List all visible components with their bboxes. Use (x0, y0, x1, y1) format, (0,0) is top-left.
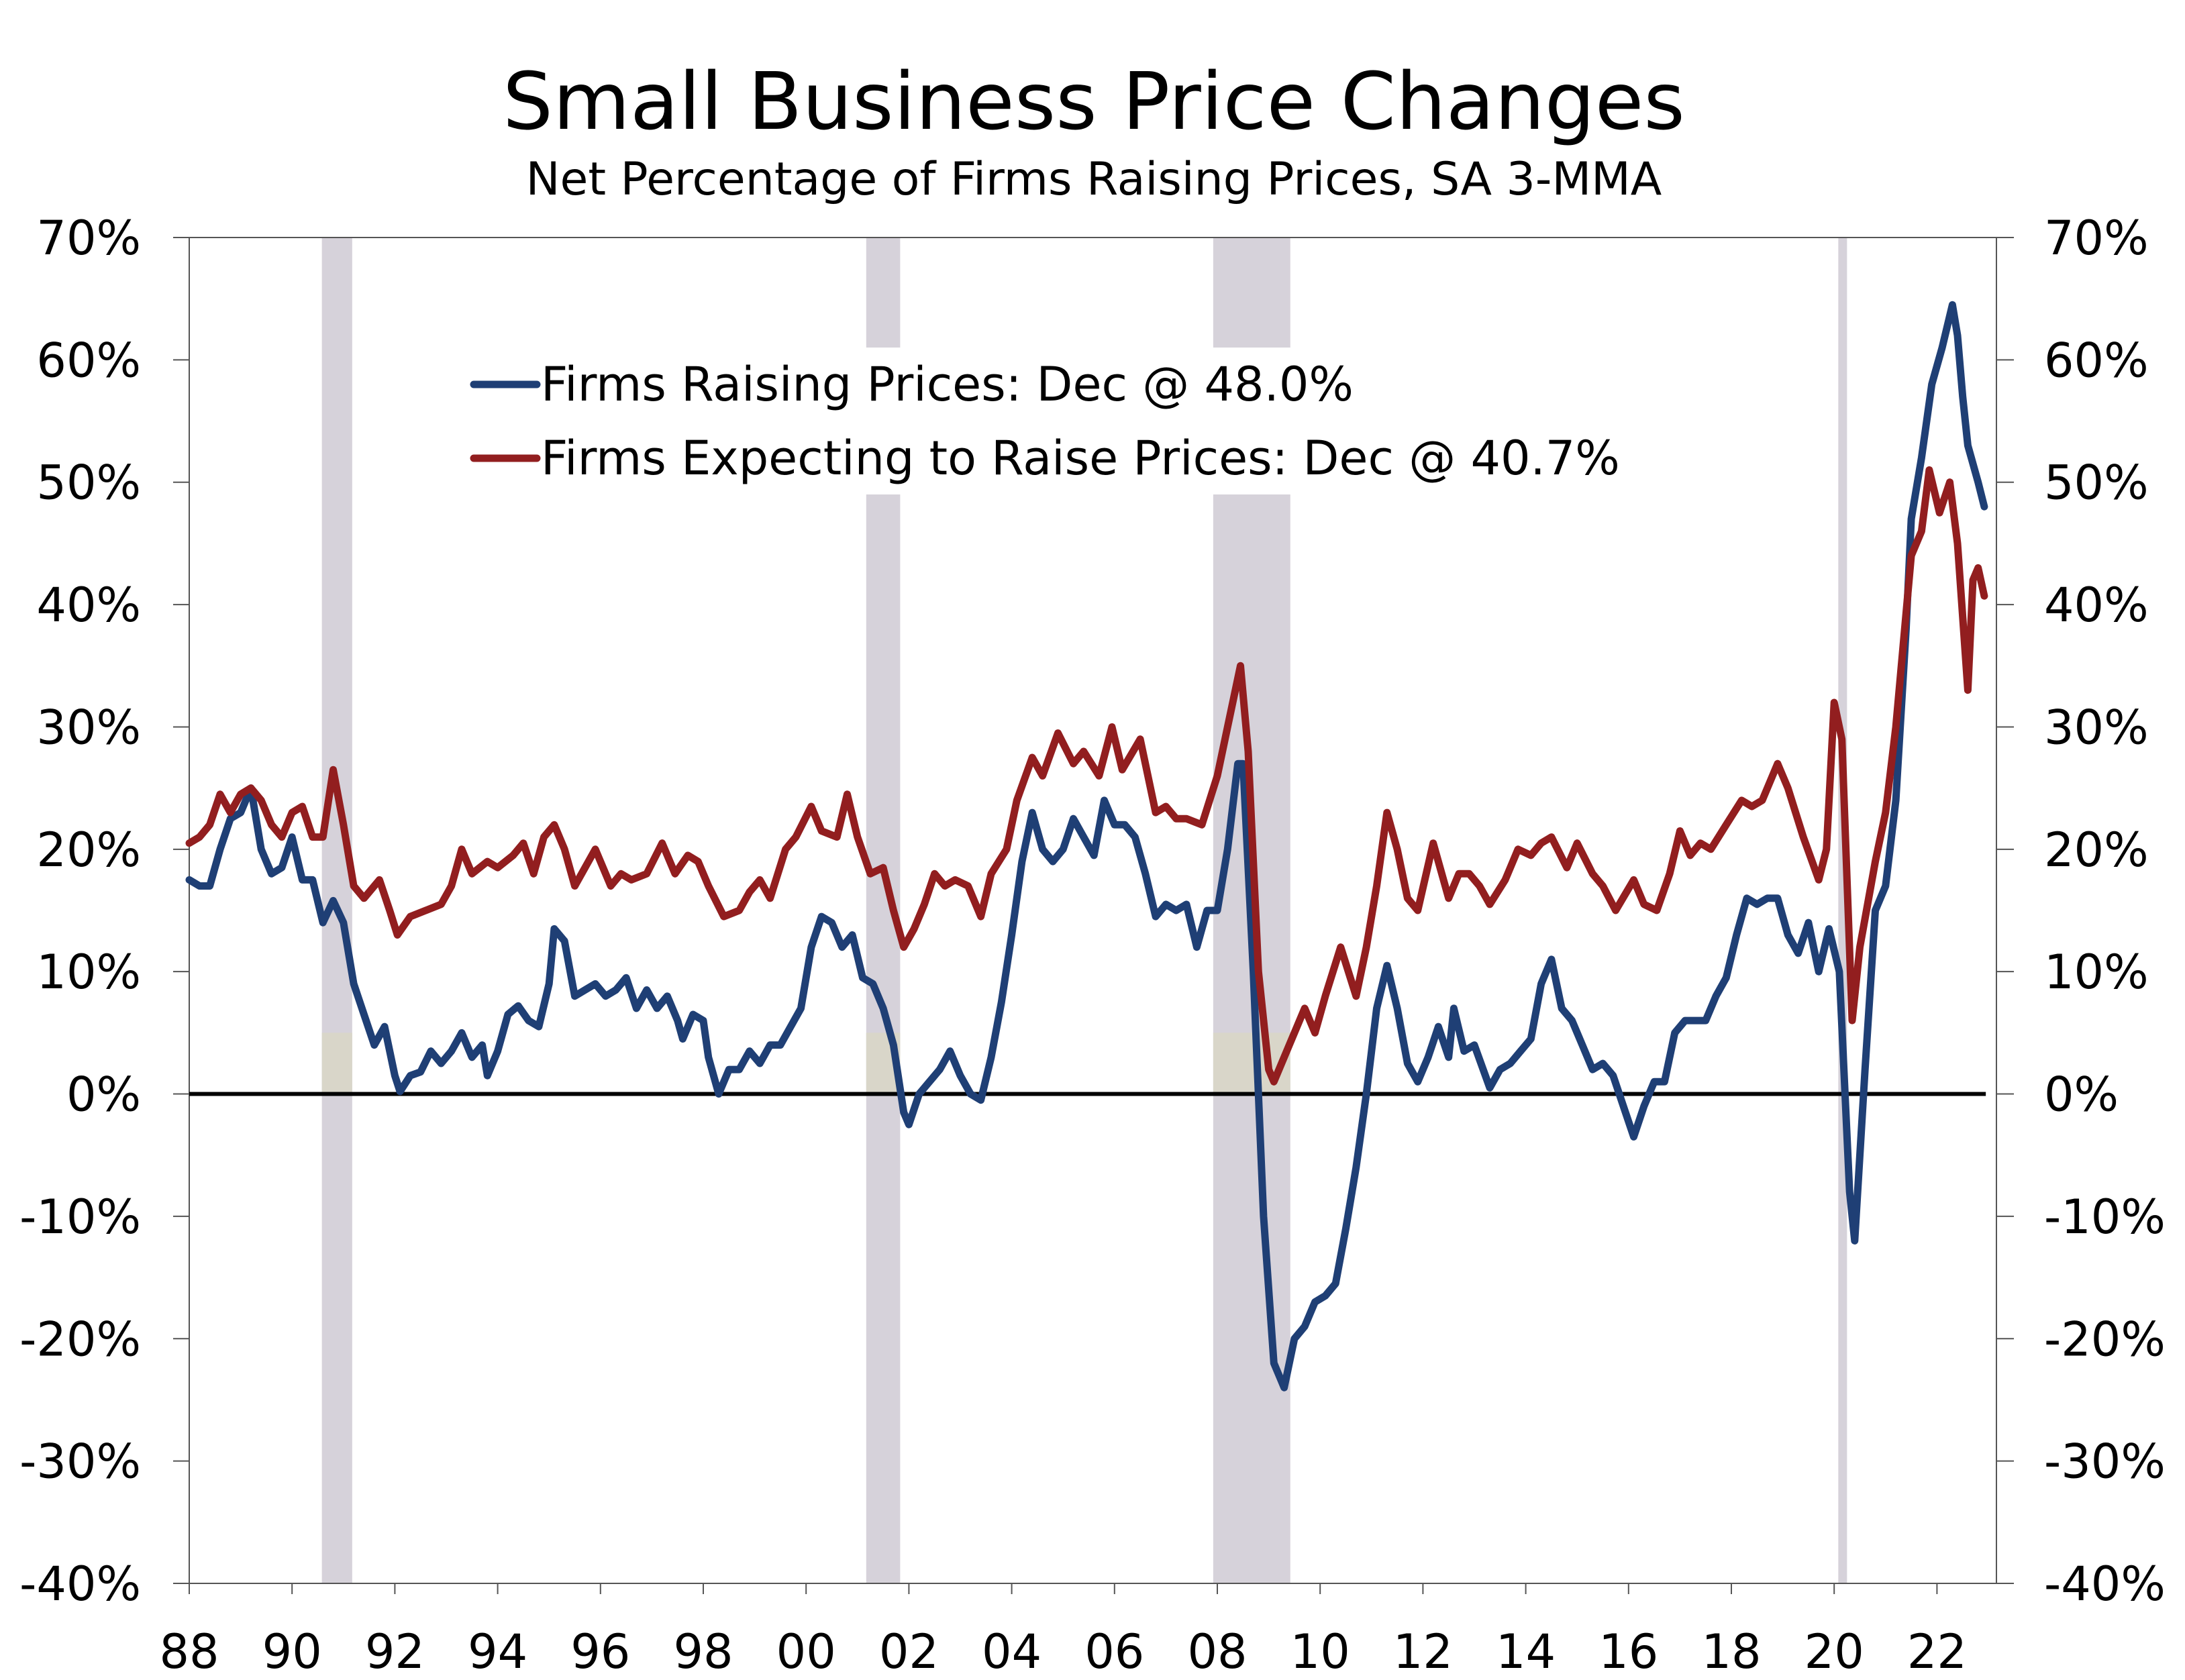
x-tick-label: 20 (1805, 1624, 1864, 1677)
x-tick-label: 04 (982, 1624, 1041, 1677)
y-tick-label-right: 20% (2044, 823, 2149, 878)
x-tick-label: 98 (673, 1624, 733, 1677)
x-tick-label: 10 (1290, 1624, 1350, 1677)
y-tick-label-left: -10% (19, 1190, 141, 1245)
x-tick-label: 92 (365, 1624, 425, 1677)
legend-label-expecting: Firms Expecting to Raise Prices: Dec @ 4… (541, 431, 1620, 486)
x-tick-label: 06 (1084, 1624, 1144, 1677)
y-tick-label-right: 30% (2044, 700, 2149, 755)
x-tick-label: 12 (1393, 1624, 1453, 1677)
x-tick-label: 00 (776, 1624, 836, 1677)
x-tick-label: 02 (879, 1624, 939, 1677)
y-tick-label-right: 10% (2044, 945, 2149, 1000)
y-tick-label-left: 60% (36, 333, 141, 388)
x-tick-label: 88 (159, 1624, 219, 1677)
recession-bar-lower (1213, 1033, 1290, 1094)
chart-subtitle: Net Percentage of Firms Raising Prices, … (526, 153, 1662, 206)
x-tick-label: 08 (1187, 1624, 1247, 1677)
y-tick-label-left: -20% (19, 1312, 141, 1367)
x-tick-label: 22 (1907, 1624, 1967, 1677)
recession-bar-lower (321, 1033, 352, 1094)
y-tick-label-right: -20% (2044, 1312, 2166, 1367)
legend-label-raising: Firms Raising Prices: Dec @ 48.0% (541, 357, 1354, 412)
x-tick-label: 94 (468, 1624, 527, 1677)
y-tick-label-left: -30% (19, 1434, 141, 1489)
y-tick-label-left: 20% (36, 823, 141, 878)
series-lines (185, 301, 1988, 1392)
legend-background (463, 348, 1705, 494)
x-tick-label: 96 (570, 1624, 630, 1677)
recession-bar (1838, 238, 1847, 1583)
y-tick-label-left: 0% (66, 1067, 141, 1122)
y-tick-label-right: 50% (2044, 456, 2149, 511)
x-tick-label: 14 (1496, 1624, 1556, 1677)
x-tick-label: 90 (262, 1624, 322, 1677)
y-tick-label-right: -40% (2044, 1557, 2166, 1612)
y-tick-label-left: 40% (36, 578, 141, 633)
legend: Firms Raising Prices: Dec @ 48.0% Firms … (470, 357, 1620, 486)
y-tick-label-left: 30% (36, 700, 141, 755)
y-tick-label-right: 0% (2044, 1067, 2119, 1122)
y-tick-label-left: -40% (19, 1557, 141, 1612)
series-line-firms-expecting-to-raise-prices (185, 466, 1988, 1086)
y-tick-label-right: 60% (2044, 333, 2149, 388)
y-tick-label-right: -30% (2044, 1434, 2166, 1489)
y-tick-label-left: 70% (36, 211, 141, 266)
y-tick-label-left: 50% (36, 456, 141, 511)
y-tick-label-right: -10% (2044, 1190, 2166, 1245)
y-tick-label-right: 70% (2044, 211, 2149, 266)
axes: 70% 70% 60% 60% 50% 50% 40% 40% 30% 30% 20% 20% 10% 1… (19, 211, 2166, 1679)
x-tick-label: 18 (1701, 1624, 1761, 1677)
y-tick-label-right: 40% (2044, 578, 2149, 633)
x-tick-label: 16 (1598, 1624, 1658, 1677)
y-tick-label-left: 10% (36, 945, 141, 1000)
chart-title: Small Business Price Changes (503, 55, 1685, 148)
series-line-firms-raising-prices (185, 301, 1988, 1392)
